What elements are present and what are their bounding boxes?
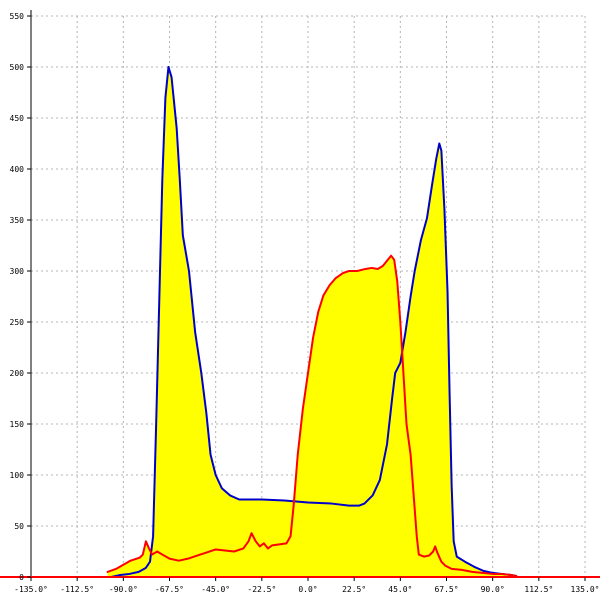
x-tick-label: -135.0° bbox=[14, 585, 48, 594]
series-2-line bbox=[106, 254, 518, 577]
y-tick-label: 100 bbox=[10, 471, 25, 480]
x-tick-label: 135.0° bbox=[571, 585, 600, 594]
series-1-line bbox=[110, 66, 518, 578]
y-tick-label: 500 bbox=[10, 63, 25, 72]
y-tick-label: 50 bbox=[14, 522, 24, 531]
series-1-fill bbox=[111, 67, 517, 577]
y-tick-label: 250 bbox=[10, 318, 25, 327]
y-tick-label: 150 bbox=[10, 420, 25, 429]
series-2-fill bbox=[107, 255, 517, 577]
x-tick-label: 90.0° bbox=[481, 585, 505, 594]
y-tick-label: 550 bbox=[10, 12, 25, 21]
x-tick-label: 0.0° bbox=[298, 585, 317, 594]
x-tick-label: -67.5° bbox=[155, 585, 184, 594]
y-tick-label: 450 bbox=[10, 114, 25, 123]
y-tick-label: 300 bbox=[10, 267, 25, 276]
x-tick-label: 45.0° bbox=[388, 585, 412, 594]
x-tick-label: -22.5° bbox=[247, 585, 276, 594]
y-tick-label: 0 bbox=[19, 573, 24, 582]
y-tick-label: 400 bbox=[10, 165, 25, 174]
x-tick-label: -112.5° bbox=[60, 585, 94, 594]
x-tick-label: 67.5° bbox=[434, 585, 458, 594]
tick-labels: 0 50 100 150 200 250 300 350 400 450 500 550 -135.0°… bbox=[10, 12, 600, 594]
x-tick-label: 112.5° bbox=[524, 585, 553, 594]
y-tick-label: 200 bbox=[10, 369, 25, 378]
x-tick-label: -45.0° bbox=[201, 585, 230, 594]
series-layer bbox=[106, 66, 518, 578]
x-tick-label: 22.5° bbox=[342, 585, 366, 594]
x-tick-label: -90.0° bbox=[109, 585, 138, 594]
axes bbox=[0, 10, 600, 581]
y-tick-label: 350 bbox=[10, 216, 25, 225]
filled-area-layer bbox=[107, 67, 517, 577]
